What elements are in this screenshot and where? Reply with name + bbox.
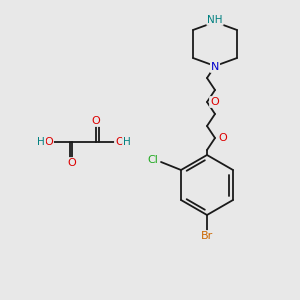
Text: H: H xyxy=(123,137,131,147)
Text: O: O xyxy=(218,133,227,143)
Text: O: O xyxy=(115,137,124,147)
Text: NH: NH xyxy=(207,15,223,25)
Text: O: O xyxy=(68,158,76,168)
Text: H: H xyxy=(37,137,45,147)
Text: Cl: Cl xyxy=(147,155,158,165)
Text: Br: Br xyxy=(201,231,213,241)
Text: O: O xyxy=(92,116,100,126)
Text: O: O xyxy=(210,97,219,107)
Text: N: N xyxy=(211,62,219,72)
Text: O: O xyxy=(44,137,53,147)
